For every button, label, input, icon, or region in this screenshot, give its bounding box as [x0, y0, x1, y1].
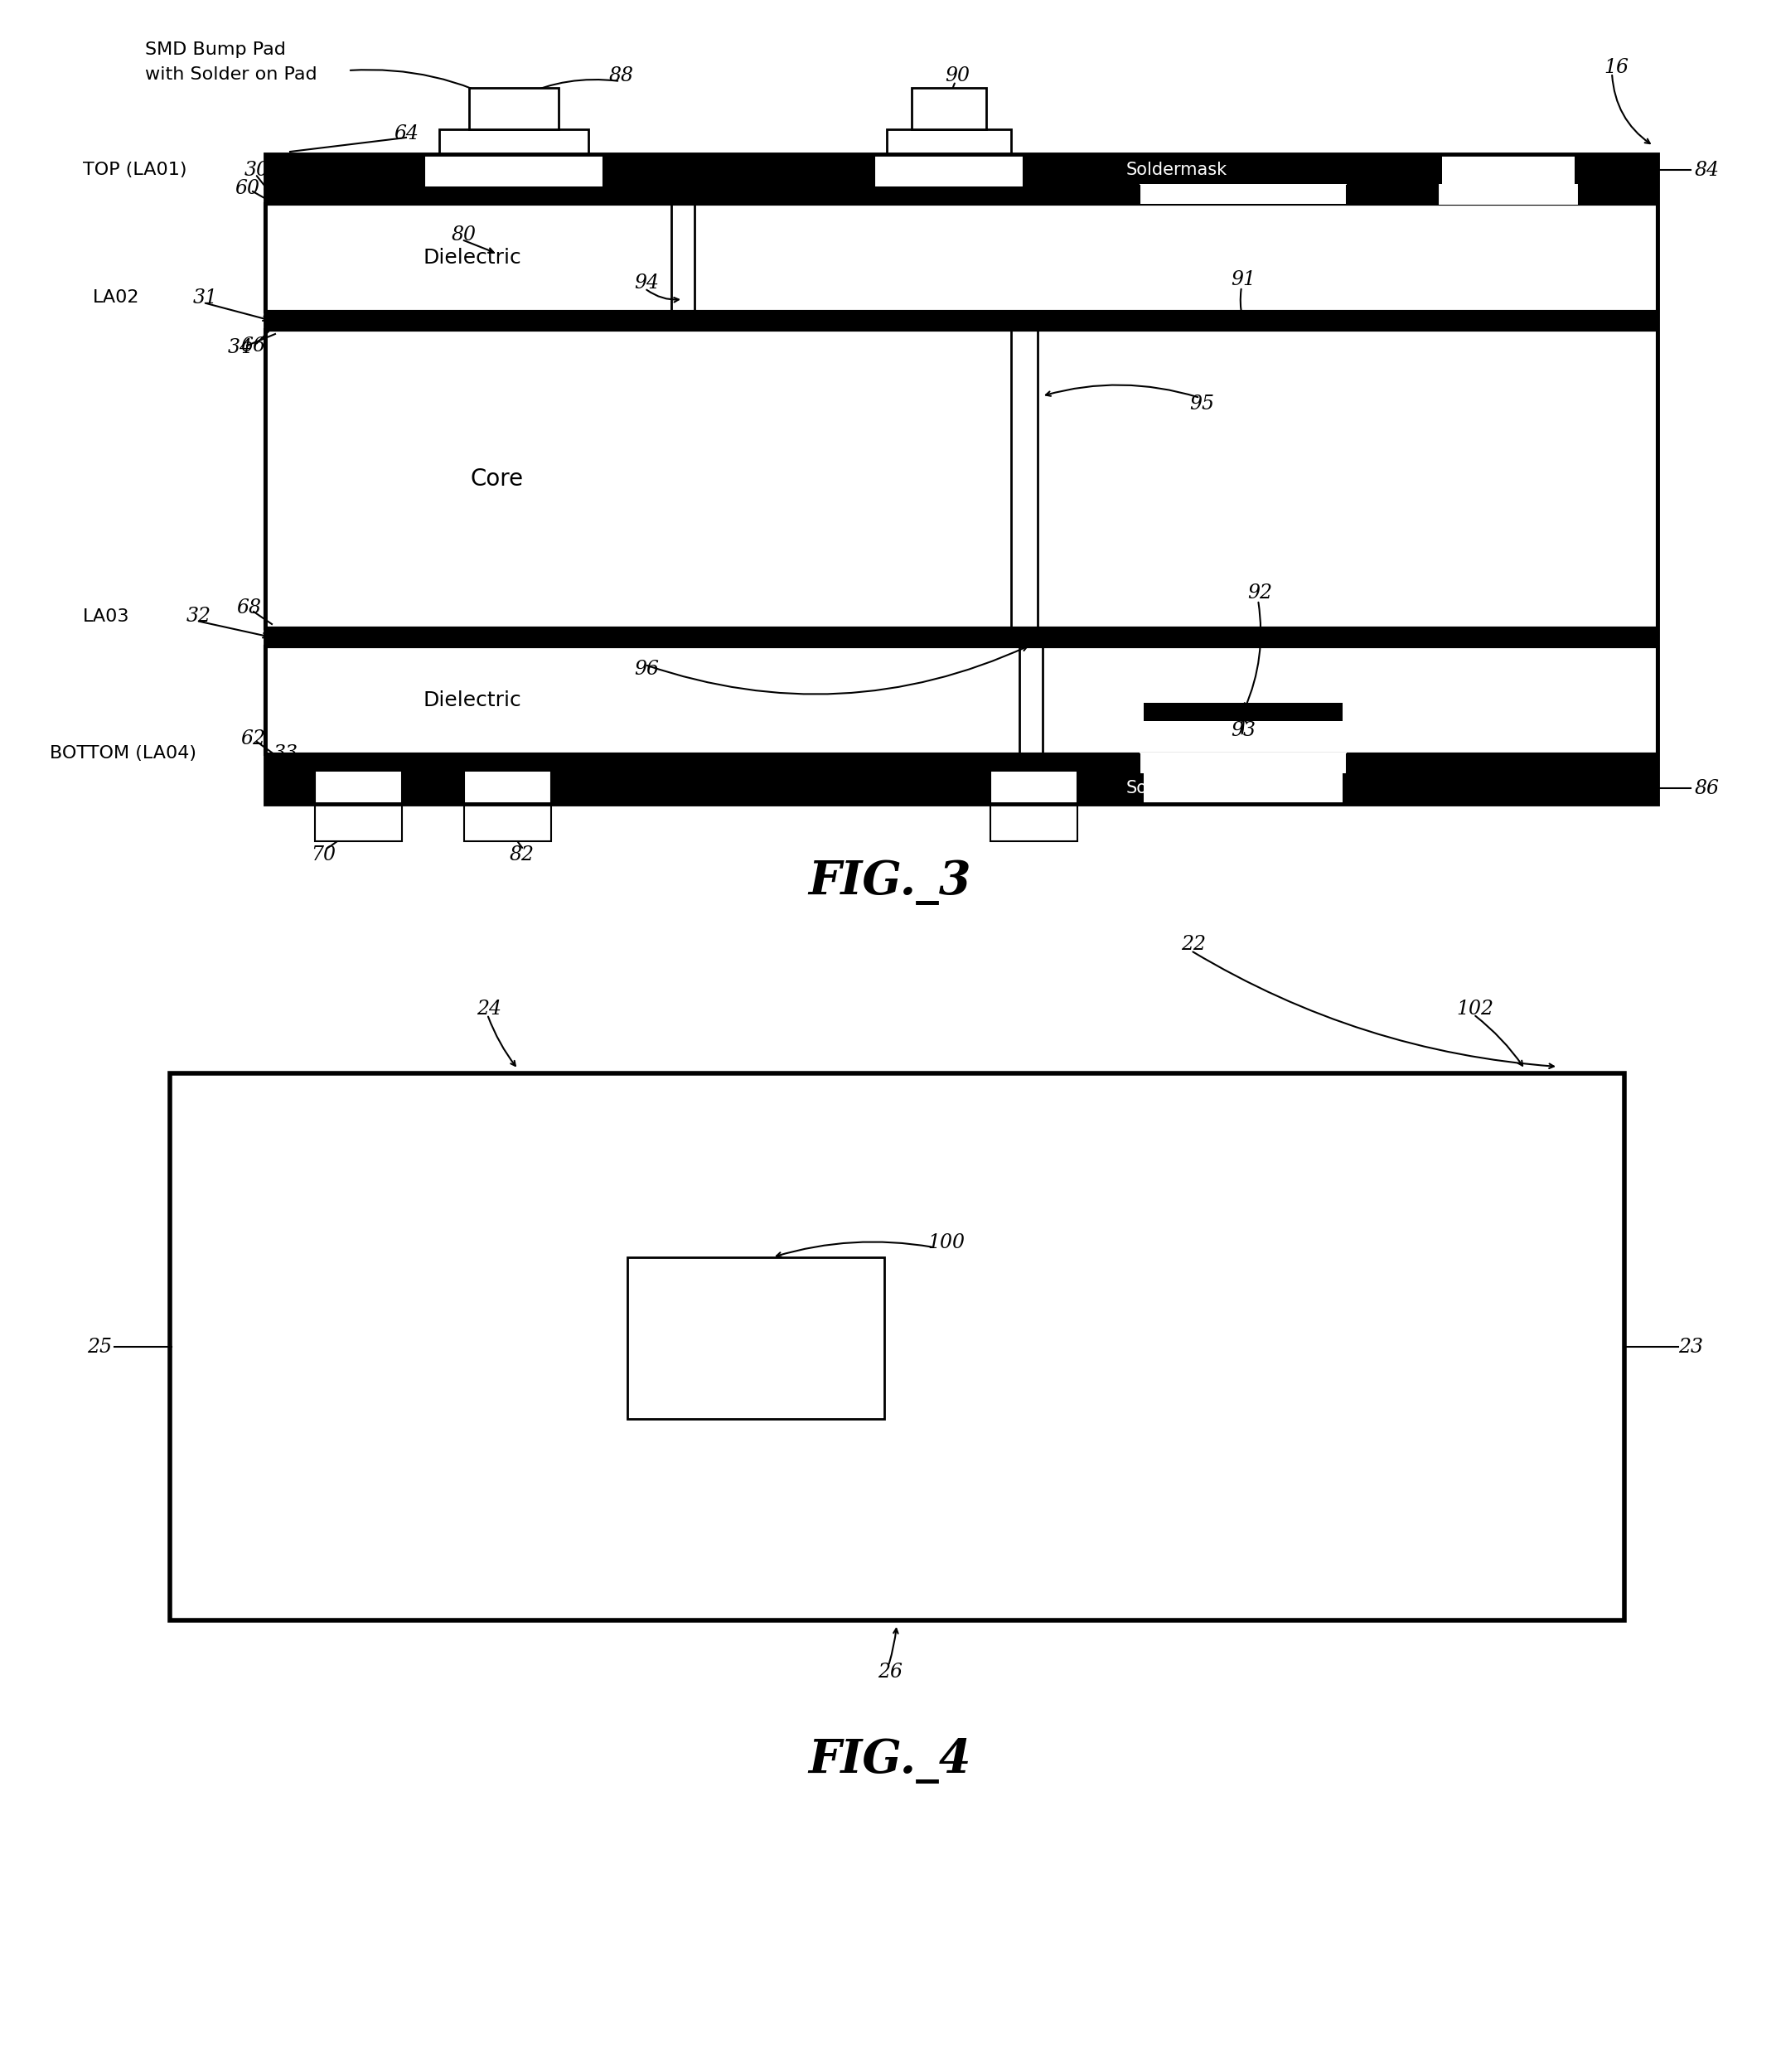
Bar	[265, 186, 1658, 203]
Text: 16: 16	[1603, 58, 1628, 77]
Bar	[265, 311, 1658, 329]
Bar	[1143, 702, 1343, 721]
Bar	[997, 628, 1063, 646]
Bar	[315, 771, 403, 804]
Text: Soldermask: Soldermask	[1126, 162, 1227, 178]
Text: Dielectric: Dielectric	[424, 249, 522, 267]
Bar	[887, 128, 1012, 153]
Bar	[265, 754, 1658, 773]
Bar	[874, 153, 1024, 186]
Text: SMD Bump Pad: SMD Bump Pad	[144, 41, 285, 58]
Bar	[169, 1073, 1624, 1620]
Bar	[1437, 184, 1578, 205]
Bar	[650, 186, 716, 203]
Bar	[440, 128, 588, 153]
Text: with Solder on Pad: with Solder on Pad	[144, 66, 317, 83]
Text: 60: 60	[235, 180, 260, 199]
Text: 93: 93	[1231, 721, 1256, 740]
Text: 100: 100	[928, 1233, 965, 1251]
Text: 68: 68	[237, 599, 262, 617]
Text: 24: 24	[477, 999, 502, 1017]
Text: Core: Core	[470, 468, 524, 491]
Text: 70: 70	[310, 845, 335, 864]
Bar	[468, 87, 559, 128]
Text: 62: 62	[240, 729, 265, 748]
Bar	[990, 771, 1078, 804]
Bar	[265, 628, 1658, 646]
Bar	[424, 153, 604, 186]
Text: FIG._3: FIG._3	[809, 860, 971, 905]
Bar	[1143, 771, 1343, 804]
Bar	[315, 804, 403, 841]
Text: 25: 25	[87, 1336, 112, 1357]
Text: LA02: LA02	[93, 290, 139, 307]
Bar	[627, 1258, 885, 1419]
Bar	[983, 628, 1065, 646]
Text: 23: 23	[1678, 1336, 1703, 1357]
Bar	[1140, 184, 1346, 203]
Text: 30: 30	[244, 160, 269, 180]
Text: 66: 66	[240, 338, 265, 356]
Text: 84: 84	[1696, 160, 1720, 180]
Text: 80: 80	[452, 226, 477, 244]
Bar	[265, 203, 1658, 311]
Bar	[887, 128, 1012, 153]
Bar	[650, 311, 716, 329]
Text: 22: 22	[1181, 934, 1206, 955]
Text: Soldermask: Soldermask	[1126, 779, 1227, 796]
Bar	[465, 804, 550, 841]
Text: 90: 90	[944, 66, 969, 85]
Text: 26: 26	[878, 1662, 903, 1680]
Text: 31: 31	[192, 288, 217, 307]
Bar	[990, 804, 1078, 841]
Bar	[265, 153, 1658, 186]
Text: 94: 94	[634, 274, 659, 292]
Text: 95: 95	[1190, 396, 1215, 414]
Text: FIG._4: FIG._4	[809, 1738, 971, 1784]
Text: 64: 64	[394, 124, 419, 143]
Text: 96: 96	[634, 661, 659, 680]
Text: 82: 82	[509, 845, 534, 864]
Bar	[997, 754, 1063, 773]
Text: TOP (LA01): TOP (LA01)	[84, 162, 187, 178]
Bar	[1140, 752, 1346, 773]
Text: 64: 64	[328, 162, 353, 180]
Text: 92: 92	[1247, 584, 1272, 603]
Text: 34: 34	[228, 338, 253, 358]
Bar	[983, 311, 1065, 329]
Bar	[465, 771, 550, 804]
Bar	[265, 646, 1658, 754]
Text: LA03: LA03	[84, 609, 130, 626]
Text: BOTTOM (LA04): BOTTOM (LA04)	[50, 746, 196, 762]
Text: 86: 86	[1696, 779, 1720, 798]
Text: 91: 91	[1231, 271, 1256, 290]
Text: 33: 33	[274, 744, 299, 762]
Bar	[912, 87, 987, 128]
Text: 88: 88	[609, 66, 634, 85]
Text: 32: 32	[187, 607, 212, 626]
Bar	[1443, 153, 1574, 186]
Bar	[265, 773, 1658, 804]
Bar	[1143, 311, 1343, 329]
Bar	[265, 153, 1658, 804]
Text: 102: 102	[1457, 999, 1494, 1017]
Bar	[440, 128, 588, 153]
Bar	[265, 329, 1658, 628]
Text: Dielectric: Dielectric	[424, 690, 522, 711]
